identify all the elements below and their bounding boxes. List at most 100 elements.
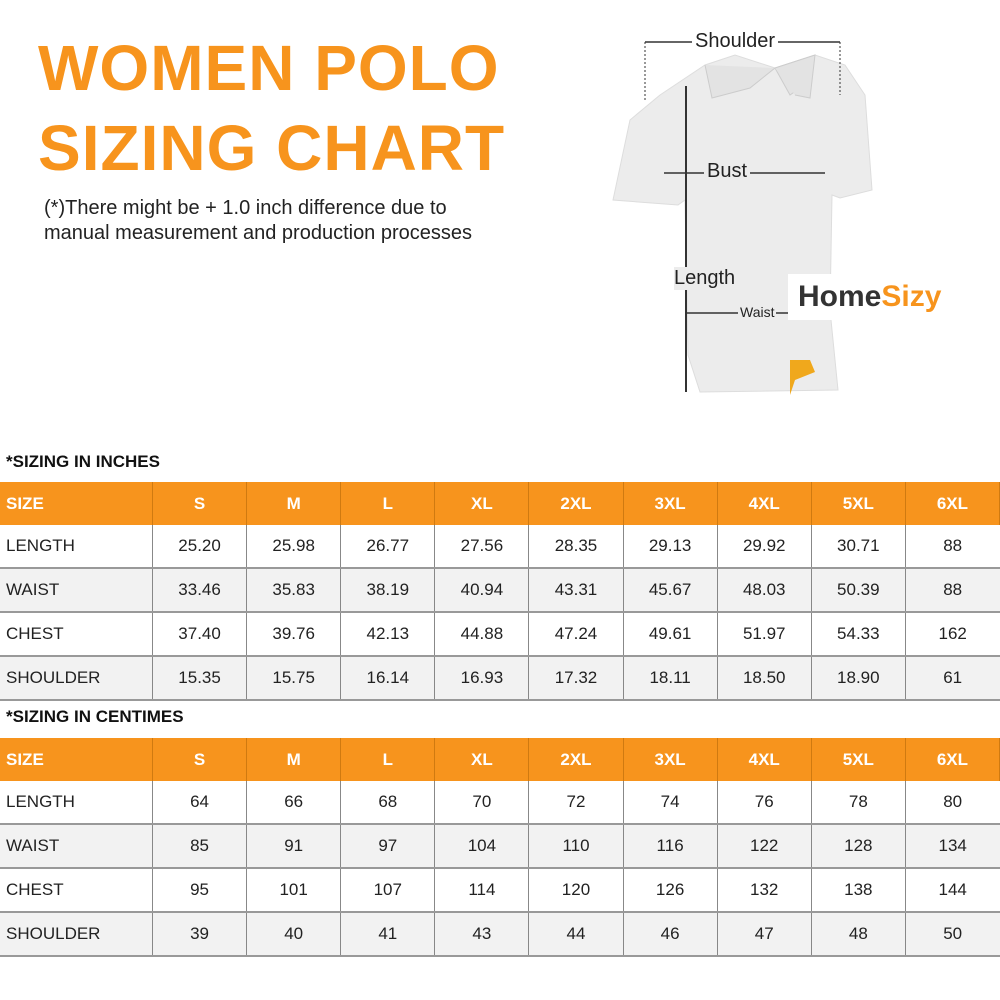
centimeters-size-table: SIZE S M L XL 2XL 3XL 4XL 5XL 6XL LENGTH 64 66 68 70 72… bbox=[0, 738, 1000, 957]
row-label: WAIST bbox=[0, 568, 153, 613]
logo-text-orange: Sizy bbox=[881, 280, 942, 313]
table-cell: S bbox=[152, 482, 248, 525]
table-cell: 18.11 bbox=[623, 656, 718, 701]
table-cell: M bbox=[246, 482, 342, 525]
note-line-2: manual measurement and production proces… bbox=[44, 222, 473, 244]
table-cell: 37.40 bbox=[152, 612, 248, 657]
table-cell: 39 bbox=[152, 912, 248, 957]
table-row: CHEST 37.40 39.76 42.13 44.88 47.24 49.61 51.97… bbox=[0, 612, 1000, 657]
row-label: LENGTH bbox=[0, 781, 153, 825]
centimeters-section-title: *SIZING IN CENTIMES bbox=[6, 707, 184, 726]
table-cell: 68 bbox=[340, 781, 436, 825]
table-cell: 91 bbox=[246, 824, 342, 869]
table-cell: 101 bbox=[246, 868, 342, 913]
table-cell: 50.39 bbox=[811, 568, 906, 613]
table-cell: 85 bbox=[152, 824, 248, 869]
polo-shirt-diagram: Shoulder Bust Length Waist bbox=[600, 20, 980, 400]
table-cell: 28.35 bbox=[528, 525, 624, 569]
table-cell: 74 bbox=[623, 781, 718, 825]
table-cell: 51.97 bbox=[717, 612, 812, 657]
table-cell: 66 bbox=[246, 781, 342, 825]
table-cell: 122 bbox=[717, 824, 812, 869]
table-cell: XL bbox=[434, 482, 530, 525]
table-cell: 6XL bbox=[905, 482, 1000, 525]
table-row: SHOULDER 39 40 41 43 44 46 47 48 50 bbox=[0, 912, 1000, 957]
table-cell: L bbox=[340, 482, 436, 525]
table-cell: 54.33 bbox=[811, 612, 906, 657]
table-row: LENGTH 25.20 25.98 26.77 27.56 28.35 29.13 29.9… bbox=[0, 525, 1000, 569]
table-cell: 47 bbox=[717, 912, 812, 957]
table-cell: 5XL bbox=[811, 482, 906, 525]
table-cell: 29.92 bbox=[717, 525, 812, 569]
table-cell: 2XL bbox=[528, 738, 624, 781]
table-cell: 16.14 bbox=[340, 656, 436, 701]
row-label: SHOULDER bbox=[0, 656, 153, 701]
table-row: SHOULDER 15.35 15.75 16.14 16.93 17.32 18.11 18… bbox=[0, 656, 1000, 701]
table-cell: 5XL bbox=[811, 738, 906, 781]
row-label: SHOULDER bbox=[0, 912, 153, 957]
table-cell: 50 bbox=[905, 912, 1000, 957]
table-cell: 4XL bbox=[717, 482, 812, 525]
table-cell: 114 bbox=[434, 868, 530, 913]
table-cell: 126 bbox=[623, 868, 718, 913]
table-cell: 138 bbox=[811, 868, 906, 913]
table-cell: 45.67 bbox=[623, 568, 718, 613]
logo-text-dark: Home bbox=[798, 280, 882, 313]
polo-shirt-illustration bbox=[612, 41, 873, 395]
table-cell: L bbox=[340, 738, 436, 781]
row-label: SIZE bbox=[0, 738, 153, 781]
table-cell: 27.56 bbox=[434, 525, 530, 569]
table-cell: 144 bbox=[905, 868, 1000, 913]
table-cell: 3XL bbox=[623, 482, 718, 525]
length-label: Length bbox=[674, 267, 736, 290]
table-row: WAIST 85 91 97 104 110 116 122 128 134 bbox=[0, 824, 1000, 869]
table-cell: 88 bbox=[905, 568, 1000, 613]
row-label: WAIST bbox=[0, 824, 153, 869]
table-cell: 128 bbox=[811, 824, 906, 869]
table-cell: 43 bbox=[434, 912, 530, 957]
measurement-note: (*)There might be + 1.0 inch difference … bbox=[44, 196, 472, 246]
table-cell: S bbox=[152, 738, 248, 781]
table-cell: 110 bbox=[528, 824, 624, 869]
table-cell: 2XL bbox=[528, 482, 624, 525]
row-label: SIZE bbox=[0, 482, 153, 525]
table-cell: 3XL bbox=[623, 738, 718, 781]
table-cell: 17.32 bbox=[528, 656, 624, 701]
table-cell: 42.13 bbox=[340, 612, 436, 657]
table-row: LENGTH 64 66 68 70 72 74 76 78 80 bbox=[0, 781, 1000, 825]
table-cell: 72 bbox=[528, 781, 624, 825]
table-header-row: SIZE S M L XL 2XL 3XL 4XL 5XL 6XL bbox=[0, 482, 1000, 525]
table-cell: 132 bbox=[717, 868, 812, 913]
table-cell: 49.61 bbox=[623, 612, 718, 657]
table-cell: 6XL bbox=[905, 738, 1000, 781]
row-label: CHEST bbox=[0, 868, 153, 913]
table-cell: 107 bbox=[340, 868, 436, 913]
table-cell: 48.03 bbox=[717, 568, 812, 613]
waist-label: Waist bbox=[738, 304, 777, 320]
inches-size-table: SIZE S M L XL 2XL 3XL 4XL 5XL 6XL LENGTH 25.20 25.98… bbox=[0, 482, 1000, 701]
brand-logo-icon bbox=[790, 360, 815, 395]
table-cell: 88 bbox=[905, 525, 1000, 569]
table-cell: 16.93 bbox=[434, 656, 530, 701]
table-cell: 61 bbox=[905, 656, 1000, 701]
table-cell: 41 bbox=[340, 912, 436, 957]
table-cell: 33.46 bbox=[152, 568, 248, 613]
table-cell: 43.31 bbox=[528, 568, 624, 613]
table-cell: 15.35 bbox=[152, 656, 248, 701]
table-cell: 15.75 bbox=[246, 656, 342, 701]
table-cell: 18.90 bbox=[811, 656, 906, 701]
table-cell: 76 bbox=[717, 781, 812, 825]
table-cell: 64 bbox=[152, 781, 248, 825]
table-cell: 97 bbox=[340, 824, 436, 869]
table-row: WAIST 33.46 35.83 38.19 40.94 43.31 45.67 48.03… bbox=[0, 568, 1000, 613]
title-line-1: WOMEN POLO bbox=[38, 32, 500, 104]
table-cell: M bbox=[246, 738, 342, 781]
table-cell: 80 bbox=[905, 781, 1000, 825]
table-cell: 29.13 bbox=[623, 525, 718, 569]
table-cell: 18.50 bbox=[717, 656, 812, 701]
bust-label: Bust bbox=[704, 160, 751, 183]
table-cell: 25.98 bbox=[246, 525, 342, 569]
homesizy-logo: HomeSizy bbox=[788, 274, 978, 320]
table-cell: 35.83 bbox=[246, 568, 342, 613]
table-cell: 134 bbox=[905, 824, 1000, 869]
